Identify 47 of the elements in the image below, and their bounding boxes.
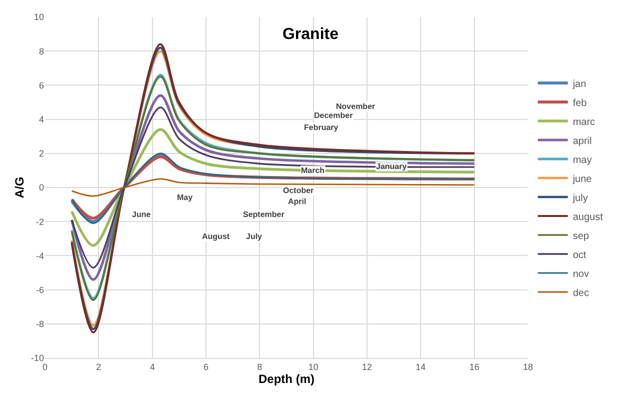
y-tick-label: -8 — [36, 319, 44, 330]
y-axis-title: A/G — [12, 176, 26, 198]
y-tick-label: 6 — [38, 80, 44, 90]
legend-label: june — [572, 174, 592, 185]
annotation: August — [202, 232, 230, 241]
annotation: June — [132, 210, 152, 219]
y-tick-label: 10 — [34, 12, 44, 22]
y-tick-label: -4 — [36, 250, 44, 261]
y-tick-label: 4 — [38, 114, 44, 124]
legend-label: jan — [572, 78, 586, 90]
y-tick-label: 8 — [38, 46, 44, 56]
y-tick-label: 2 — [38, 148, 44, 159]
annotation: March — [301, 166, 325, 175]
y-tick-label: -6 — [36, 284, 44, 295]
y-tick-label: 0 — [38, 182, 44, 193]
annotation: September — [243, 210, 284, 219]
annotation: January — [376, 162, 408, 171]
annotation: October — [283, 186, 314, 195]
y-tick-label: -2 — [36, 216, 44, 227]
y-tick-label: -10 — [30, 353, 44, 364]
legend-label: sep — [572, 230, 590, 242]
annotation: February — [304, 123, 339, 132]
legend-label: dec — [572, 288, 589, 299]
annotation: April — [288, 197, 306, 206]
x-tick-label: 14 — [416, 362, 426, 372]
annotation: December — [314, 111, 353, 120]
legend-label: may — [572, 154, 592, 166]
legend-label: august — [572, 212, 604, 223]
legend-label: feb — [572, 98, 588, 109]
legend-label: nov — [572, 268, 589, 280]
legend-label: april — [572, 136, 592, 147]
x-tick-label: 18 — [522, 362, 534, 372]
annotation: July — [246, 232, 263, 241]
x-tick-label: 16 — [469, 362, 480, 372]
legend-label: july — [572, 192, 588, 204]
x-tick-label: 12 — [362, 362, 372, 372]
x-tick-label: 2 — [96, 362, 102, 372]
legend-label: oct — [572, 250, 586, 261]
x-tick-label: 6 — [203, 362, 209, 372]
annotation: May — [177, 193, 194, 202]
x-tick-label: 4 — [150, 362, 155, 372]
text: Granite — [282, 26, 339, 44]
legend-label: marc — [572, 116, 596, 128]
x-tick-label: 8 — [257, 362, 262, 372]
annotation: November — [336, 102, 376, 111]
x-axis-title: Depth (m) — [258, 372, 314, 386]
x-tick-label: 10 — [308, 362, 318, 372]
